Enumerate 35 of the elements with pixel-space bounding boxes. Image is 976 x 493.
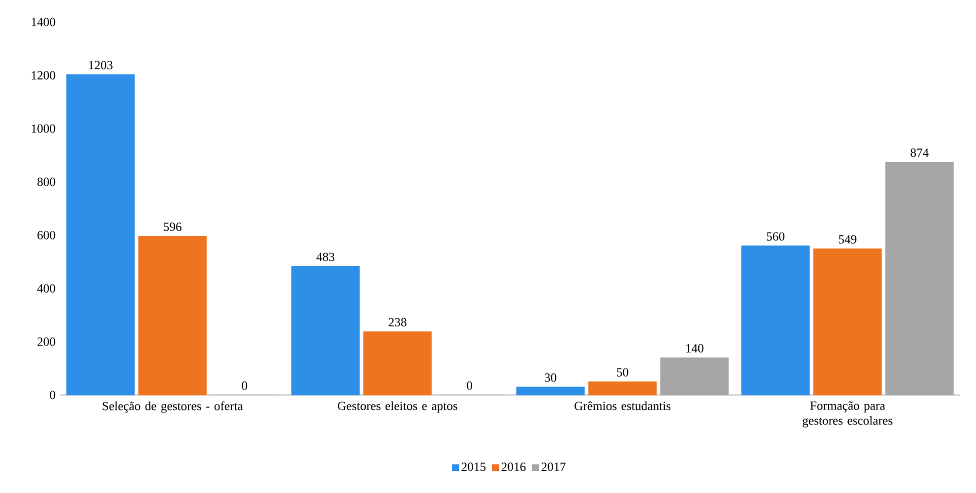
bar <box>741 246 810 396</box>
data-label: 0 <box>466 381 472 390</box>
data-label: 560 <box>766 232 784 241</box>
data-label: 874 <box>910 148 929 157</box>
y-tick-label: 1000 <box>32 124 56 133</box>
x-tick-label: Gestores eleitos e aptos <box>338 401 458 413</box>
legend-label: 2016 <box>502 462 526 471</box>
x-tick-label: Seleção de gestores - oferta <box>102 401 243 413</box>
y-tick-label: 400 <box>37 284 56 293</box>
y-tick-label: 600 <box>38 230 56 240</box>
y-tick-label: 0 <box>50 390 56 400</box>
data-label: 483 <box>316 252 334 262</box>
y-tick-label: 800 <box>37 178 56 186</box>
bar <box>588 381 657 396</box>
data-label: 0 <box>242 381 248 390</box>
bar <box>66 74 135 396</box>
y-tick-label: 200 <box>38 338 56 346</box>
data-label: 50 <box>616 368 628 376</box>
bar <box>813 248 882 396</box>
data-label: 30 <box>544 373 556 382</box>
y-tick-label: 1400 <box>32 18 56 26</box>
bar <box>363 331 432 396</box>
x-tick-label: Formação para gestores escolares <box>802 401 892 428</box>
data-label: 238 <box>388 318 406 326</box>
data-label: 1203 <box>89 60 112 70</box>
data-label: 549 <box>838 235 856 244</box>
bar <box>516 386 585 396</box>
data-label: 596 <box>164 222 182 232</box>
y-tick-label: 1200 <box>32 71 56 80</box>
bar <box>138 236 207 396</box>
legend-label: 2017 <box>542 462 566 471</box>
x-tick-label: Grêmios estudantis <box>574 401 670 410</box>
bar <box>291 266 360 396</box>
legend-label: 2015 <box>462 462 486 471</box>
data-label: 140 <box>686 344 704 353</box>
